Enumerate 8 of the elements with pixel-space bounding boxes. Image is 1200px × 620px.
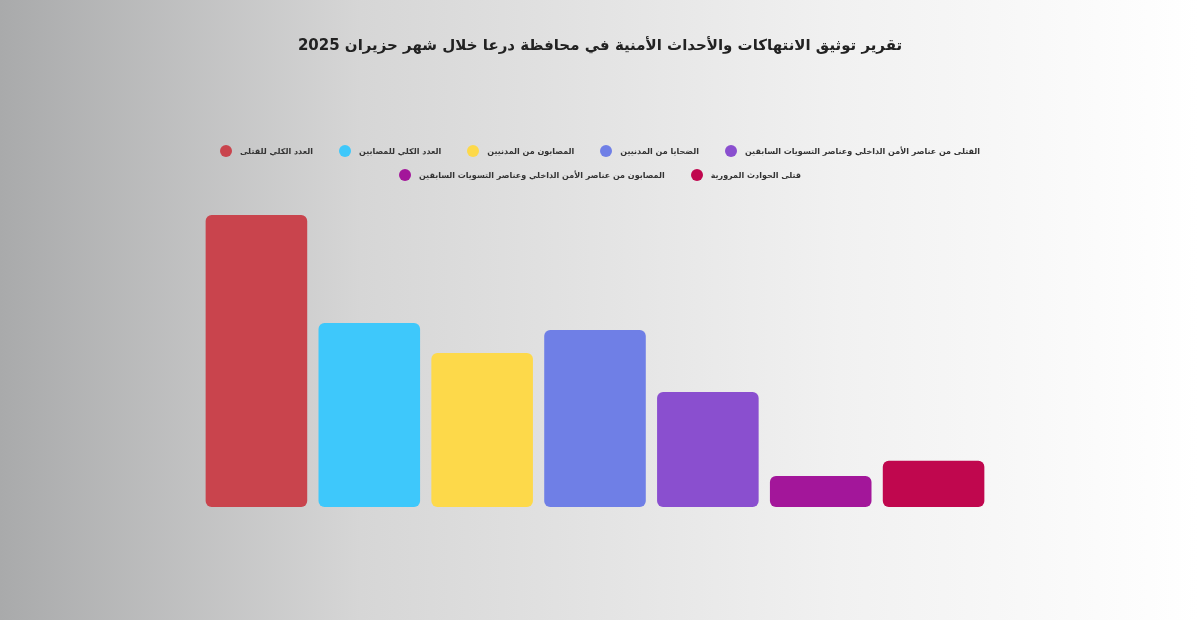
legend-label: المصابون من المدنيين xyxy=(487,146,575,156)
legend-label: قتلى الحوادث المرورية xyxy=(710,170,802,180)
legend-label: الضحايا من المدنيين xyxy=(620,146,699,156)
legend-label: العدد الكلي للقتلى xyxy=(240,146,313,156)
chart-title: تقرير توثيق الانتهاكات والأحداث الأمنية في محافظة درعا خلال شهر حزيران 2025 xyxy=(296,36,904,54)
legend-label: القتلى من عناصر الأمن الداخلي وعناصر التسويات السابقين xyxy=(744,146,980,156)
legend-label: العدد الكلي للمصابين xyxy=(358,146,442,156)
legend-label: المصابون من عناصر الأمن الداخلي وعناصر التسويات السابقين xyxy=(418,170,665,180)
